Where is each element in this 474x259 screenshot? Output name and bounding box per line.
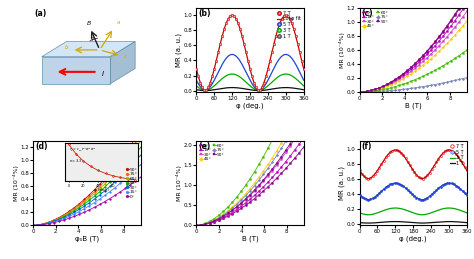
Text: $a$: $a$ bbox=[116, 19, 121, 26]
Y-axis label: MR (10⁻⁴%): MR (10⁻⁴%) bbox=[13, 165, 19, 201]
Polygon shape bbox=[42, 57, 110, 84]
X-axis label: B (T): B (T) bbox=[405, 103, 421, 109]
Text: $I$: $I$ bbox=[101, 69, 105, 78]
Y-axis label: MR (a. u.): MR (a. u.) bbox=[175, 33, 182, 67]
Polygon shape bbox=[42, 41, 135, 57]
Polygon shape bbox=[110, 41, 135, 84]
Legend: 0°, 15°, 30°, 45°, 60°, 75°, 90°: 0°, 15°, 30°, 45°, 60°, 75°, 90° bbox=[362, 10, 389, 29]
Legend: 7 T, 5 T, 3 T, 1 T: 7 T, 5 T, 3 T, 1 T bbox=[449, 143, 465, 167]
Text: $B$: $B$ bbox=[86, 19, 91, 27]
X-axis label: φ₀B (T): φ₀B (T) bbox=[75, 236, 99, 242]
Legend: 7 T, cosφ fit, 5 T, 3 T, 1 T: 7 T, cosφ fit, 5 T, 3 T, 1 T bbox=[276, 10, 301, 39]
Text: (d): (d) bbox=[36, 142, 48, 151]
Text: (f): (f) bbox=[362, 142, 372, 151]
Y-axis label: MR (10⁻⁴%): MR (10⁻⁴%) bbox=[176, 165, 182, 201]
Text: $b$: $b$ bbox=[64, 43, 70, 51]
Y-axis label: MR (10⁻⁴%): MR (10⁻⁴%) bbox=[339, 32, 345, 68]
X-axis label: φ (deg.): φ (deg.) bbox=[236, 103, 264, 109]
Y-axis label: MR (a. u.): MR (a. u.) bbox=[339, 166, 345, 200]
Text: $\varphi$: $\varphi$ bbox=[90, 35, 96, 43]
Legend: 0°, 15°, 30°, 45°, 60°, 75°, 90°: 0°, 15°, 30°, 45°, 60°, 75°, 90° bbox=[199, 143, 226, 162]
Text: (c): (c) bbox=[362, 9, 374, 18]
X-axis label: φ (deg.): φ (deg.) bbox=[400, 236, 427, 242]
Text: $c$: $c$ bbox=[123, 53, 128, 60]
Text: (b): (b) bbox=[199, 9, 211, 18]
Text: (a): (a) bbox=[34, 9, 46, 18]
X-axis label: B (T): B (T) bbox=[242, 236, 258, 242]
Text: (e): (e) bbox=[199, 142, 211, 151]
Legend: 90°, 75°, 60°, 45°, 30°, 15°, 0°: 90°, 75°, 60°, 45°, 30°, 15°, 0° bbox=[125, 167, 138, 199]
